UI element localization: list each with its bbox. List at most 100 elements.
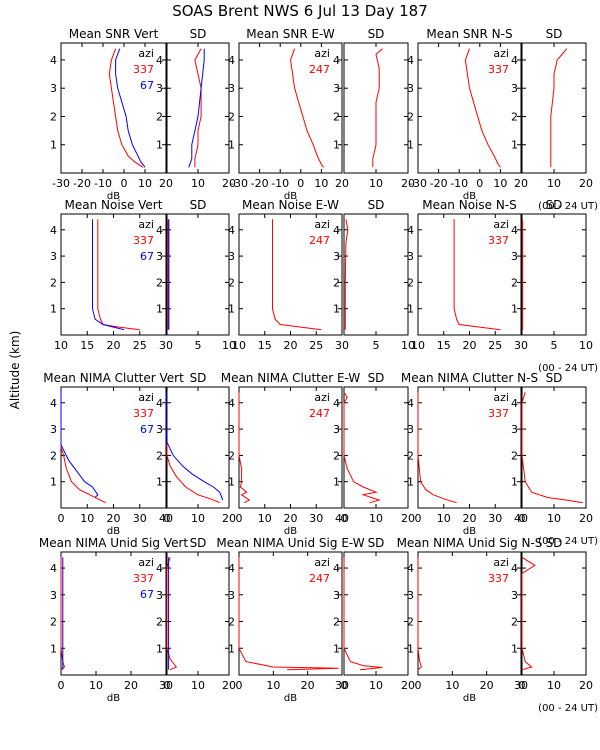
y-tick-label: 4 bbox=[333, 562, 340, 575]
y-tick-label: 3 bbox=[511, 589, 518, 602]
y-tick-label: 3 bbox=[156, 589, 163, 602]
panel-title: Mean SNR Vert bbox=[69, 27, 159, 41]
panel: SD 1 2 3 4 10 20 bbox=[333, 27, 415, 190]
y-tick-label: 3 bbox=[228, 250, 235, 263]
y-tick-label: 1 bbox=[156, 642, 163, 655]
y-tick-label: 1 bbox=[228, 303, 235, 316]
x-tick-label: 0 bbox=[476, 177, 483, 190]
y-tick-label: 3 bbox=[333, 82, 340, 95]
series-line-337 bbox=[417, 557, 422, 671]
panel-frame bbox=[238, 551, 343, 676]
x-tick-label: 30 bbox=[159, 339, 173, 352]
x-tick-label: -10 bbox=[271, 177, 289, 190]
y-tick-label: 3 bbox=[156, 82, 163, 95]
x-tick-label: 15 bbox=[437, 339, 451, 352]
y-tick-label: 3 bbox=[156, 250, 163, 263]
panel-title: Mean NIMA Unid Sig N-S bbox=[397, 536, 543, 550]
x-tick-label: -30 bbox=[52, 177, 70, 190]
x-tick-label: 10 bbox=[80, 512, 94, 525]
panel-frame bbox=[343, 213, 409, 336]
x-tick-label: -30 bbox=[409, 177, 427, 190]
y-tick-label: 1 bbox=[333, 642, 340, 655]
panel-title: SD bbox=[546, 371, 563, 385]
series-line-337 bbox=[550, 48, 568, 168]
x-tick-label: 5 bbox=[373, 339, 380, 352]
x-tick-label: -20 bbox=[430, 177, 448, 190]
x-tick-label: 0 bbox=[164, 512, 171, 525]
x-tick-label: 20 bbox=[463, 339, 477, 352]
legend-entry: 247 bbox=[309, 572, 330, 585]
legend-entry: 247 bbox=[309, 407, 330, 420]
x-tick-label: 10 bbox=[445, 679, 459, 692]
panel-frame bbox=[60, 551, 167, 676]
x-tick-label: 30 bbox=[159, 679, 173, 692]
legend-heading: azi bbox=[314, 391, 330, 404]
x-tick-label: 0 bbox=[519, 512, 526, 525]
x-axis-unit: dB bbox=[107, 526, 120, 537]
x-tick-label: -10 bbox=[450, 177, 468, 190]
panel-frame bbox=[521, 551, 587, 676]
panel: SD 1 2 3 4 5 10 bbox=[156, 198, 236, 352]
x-tick-label: -20 bbox=[73, 177, 91, 190]
y-tick-label: 2 bbox=[228, 110, 235, 123]
x-tick-label: -10 bbox=[94, 177, 112, 190]
legend-heading: azi bbox=[493, 47, 509, 60]
legend-entry: 247 bbox=[309, 234, 330, 247]
legend-entry: 337 bbox=[488, 407, 509, 420]
x-tick-label: 20 bbox=[124, 679, 138, 692]
series-line-247 bbox=[272, 219, 322, 331]
y-tick-label: 2 bbox=[156, 449, 163, 462]
y-tick-label: 1 bbox=[228, 139, 235, 152]
series-line-247 bbox=[372, 48, 383, 168]
y-tick-label: 2 bbox=[407, 276, 414, 289]
x-tick-label: 0 bbox=[164, 679, 171, 692]
y-tick-label: 1 bbox=[50, 303, 57, 316]
y-tick-label: 1 bbox=[228, 642, 235, 655]
x-axis-unit: (00 - 24 UT) bbox=[538, 703, 598, 714]
x-tick-label: 10 bbox=[369, 679, 383, 692]
y-tick-label: 3 bbox=[511, 250, 518, 263]
series-line-67 bbox=[188, 48, 205, 168]
panel-frame bbox=[417, 551, 522, 676]
x-tick-label: 10 bbox=[493, 177, 507, 190]
y-tick-label: 2 bbox=[228, 616, 235, 629]
y-tick-label: 3 bbox=[228, 589, 235, 602]
x-tick-label: 10 bbox=[411, 339, 425, 352]
x-tick-label: 0 bbox=[121, 177, 128, 190]
y-tick-label: 2 bbox=[156, 276, 163, 289]
x-tick-label: 20 bbox=[579, 512, 593, 525]
y-tick-label: 1 bbox=[333, 303, 340, 316]
y-tick-label: 4 bbox=[511, 397, 518, 410]
y-tick-label: 4 bbox=[50, 54, 57, 67]
legend-heading: azi bbox=[138, 218, 154, 231]
x-tick-label: 20 bbox=[301, 679, 315, 692]
x-tick-label: 25 bbox=[133, 339, 147, 352]
panel-frame bbox=[60, 213, 167, 336]
legend-heading: azi bbox=[493, 218, 509, 231]
y-tick-label: 3 bbox=[50, 423, 57, 436]
y-tick-label: 2 bbox=[50, 276, 57, 289]
x-tick-label: 20 bbox=[222, 512, 236, 525]
x-tick-label: 0 bbox=[236, 679, 243, 692]
x-tick-label: 5 bbox=[551, 339, 558, 352]
x-tick-label: 20 bbox=[107, 512, 121, 525]
panel: SD 1 2 3 4 10 20 bbox=[156, 27, 236, 190]
y-tick-label: 2 bbox=[511, 276, 518, 289]
x-tick-label: 0 bbox=[58, 679, 65, 692]
x-axis-unit: dB bbox=[107, 693, 120, 704]
panel: Mean SNR N-S 1 2 3 4 -30 -20 -10 0 10 20 dB azi 337 bbox=[407, 27, 528, 202]
legend-heading: azi bbox=[138, 47, 154, 60]
series-line-337 bbox=[521, 392, 583, 504]
series-line-337 bbox=[60, 392, 106, 504]
y-tick-label: 1 bbox=[50, 476, 57, 489]
x-tick-label: -30 bbox=[230, 177, 248, 190]
x-tick-label: 20 bbox=[579, 177, 593, 190]
panel-title: SD bbox=[368, 198, 385, 212]
y-tick-label: 1 bbox=[50, 139, 57, 152]
x-tick-label: 20 bbox=[401, 679, 415, 692]
